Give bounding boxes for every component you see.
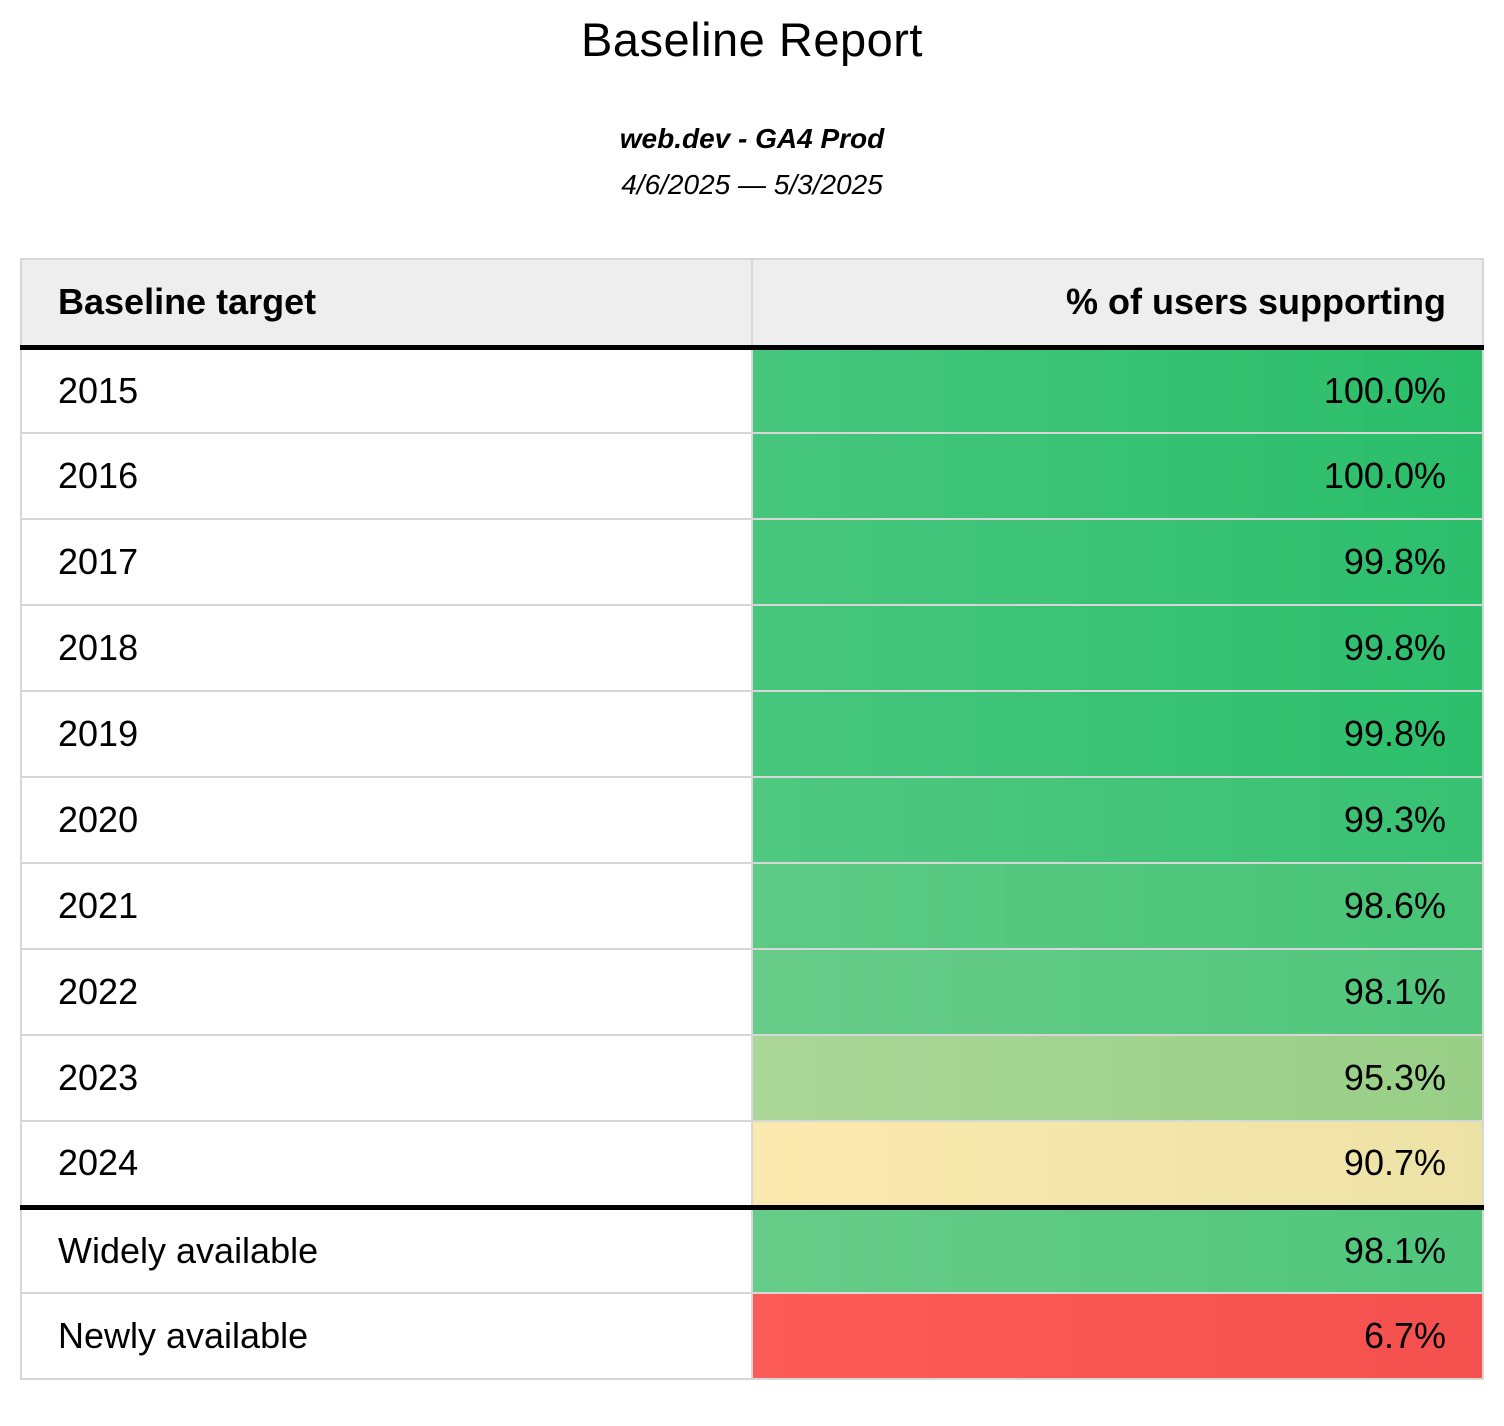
value-cell: 100.0%: [752, 347, 1483, 434]
table-row: 2024 90.7%: [21, 1121, 1483, 1210]
table-header-row: Baseline target % of users supporting: [21, 259, 1483, 350]
value-cell: 99.3%: [752, 777, 1483, 864]
table-row: 2017 99.8%: [21, 519, 1483, 606]
table-row: 2019 99.8%: [21, 691, 1483, 778]
value-cell: 99.8%: [752, 691, 1483, 778]
report-subtitle: web.dev - GA4 Prod: [619, 123, 885, 154]
value-cell: 95.3%: [752, 1035, 1483, 1122]
value-cell: 98.6%: [752, 863, 1483, 950]
value-cell: 90.7%: [752, 1121, 1483, 1210]
target-cell: Widely available: [21, 1207, 753, 1294]
column-header-baseline-target: Baseline target: [21, 259, 753, 350]
target-cell: 2020: [21, 777, 753, 864]
table-row: 2021 98.6%: [21, 863, 1483, 950]
target-cell: 2021: [21, 863, 753, 950]
value-cell: 99.8%: [752, 519, 1483, 606]
value-cell: 98.1%: [752, 1207, 1483, 1294]
table-row: 2015 100.0%: [21, 347, 1483, 434]
value-cell: 98.1%: [752, 949, 1483, 1036]
value-cell: 100.0%: [752, 433, 1483, 520]
table-row: 2018 99.8%: [21, 605, 1483, 692]
target-cell: 2022: [21, 949, 753, 1036]
baseline-table: Baseline target % of users supporting 20…: [20, 258, 1484, 1380]
table-row: 2023 95.3%: [21, 1035, 1483, 1122]
report-date-range: 4/6/2025 — 5/3/2025: [621, 169, 883, 200]
target-cell: 2015: [21, 347, 753, 434]
page-title: Baseline Report: [581, 13, 923, 66]
target-cell: 2024: [21, 1121, 753, 1210]
value-cell: 6.7%: [752, 1293, 1483, 1379]
column-header-percent-supporting: % of users supporting: [752, 259, 1483, 350]
target-cell: 2016: [21, 433, 753, 520]
target-cell: 2023: [21, 1035, 753, 1122]
value-cell: 99.8%: [752, 605, 1483, 692]
target-cell: 2018: [21, 605, 753, 692]
target-cell: Newly available: [21, 1293, 753, 1379]
table-row: 2016 100.0%: [21, 433, 1483, 520]
table-row: 2020 99.3%: [21, 777, 1483, 864]
table-row: Widely available 98.1%: [21, 1207, 1483, 1294]
target-cell: 2017: [21, 519, 753, 606]
table-row: Newly available 6.7%: [21, 1293, 1483, 1379]
table-row: 2022 98.1%: [21, 949, 1483, 1036]
target-cell: 2019: [21, 691, 753, 778]
